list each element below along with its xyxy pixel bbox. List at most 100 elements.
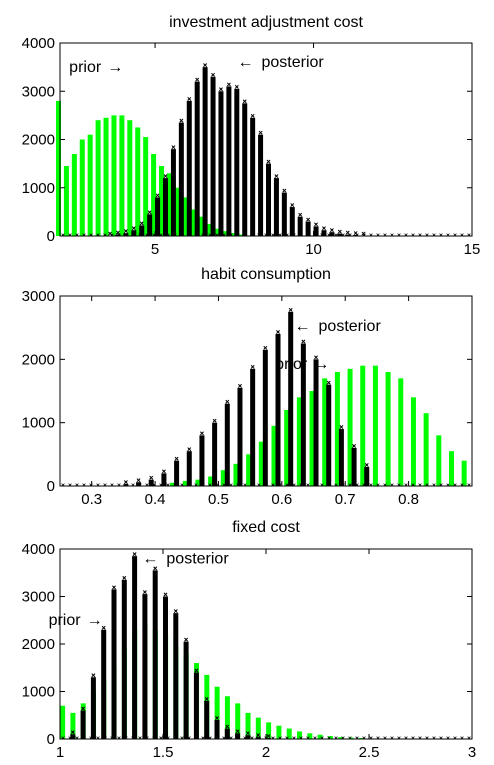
y-tick-label: 0	[47, 478, 55, 495]
y-tick-label: 1000	[22, 415, 55, 432]
posterior-marker	[352, 444, 357, 448]
annotation-arrow: →	[87, 612, 103, 629]
posterior-marker	[298, 212, 303, 217]
bar-posterior	[70, 734, 76, 739]
bar-prior	[233, 463, 239, 486]
bar-posterior	[121, 579, 127, 739]
posterior-marker	[161, 469, 166, 474]
bar-prior	[347, 368, 353, 486]
chart-title: investment adjustment cost	[169, 14, 363, 31]
posterior-marker	[142, 590, 147, 595]
bar-prior	[235, 703, 241, 739]
bar-posterior	[300, 343, 306, 486]
x-tick-label: 0.7	[335, 491, 356, 508]
annotation-label: posterior	[319, 318, 382, 335]
bar-posterior	[258, 134, 264, 236]
bar-prior	[461, 460, 467, 486]
bar-prior	[296, 397, 302, 486]
y-tick-label: 3000	[22, 83, 55, 100]
bar-prior	[348, 737, 354, 739]
bar-posterior	[115, 234, 121, 236]
bar-prior	[135, 127, 141, 236]
bar-prior	[190, 209, 196, 236]
bar-prior	[317, 734, 323, 739]
bar-prior	[214, 228, 220, 236]
bar-posterior	[329, 232, 335, 236]
bar-posterior	[275, 334, 281, 486]
bar-posterior	[183, 641, 189, 739]
posterior-marker	[101, 625, 106, 630]
bar-prior	[338, 737, 344, 739]
panel-habit-consumption: 0.3 0.4 0.5 0.6 0.7 0.8 0 1000 2000 3000 habit con…	[22, 266, 473, 508]
bar-prior	[166, 173, 172, 236]
bar-prior	[297, 731, 303, 739]
bar-posterior	[186, 451, 192, 486]
bar-prior	[448, 451, 454, 486]
bar-posterior	[235, 733, 241, 739]
x-tick-label: 0.6	[271, 491, 292, 508]
bar-posterior	[364, 467, 370, 486]
bar-prior	[266, 722, 272, 739]
bar-prior	[151, 153, 157, 236]
posterior-marker	[235, 729, 240, 734]
bar-posterior	[202, 67, 208, 236]
posterior-marker	[326, 380, 331, 385]
x-tick-label: 0.4	[145, 491, 166, 508]
posterior-marker	[70, 730, 75, 735]
bar-prior	[182, 197, 188, 236]
bar-posterior	[262, 349, 268, 486]
bar-prior	[127, 120, 133, 236]
bar-posterior	[313, 226, 319, 236]
bar-posterior	[193, 672, 199, 739]
posterior-marker	[211, 72, 215, 77]
posterior-marker	[179, 118, 184, 123]
bar-prior	[198, 216, 204, 236]
bar-prior	[334, 372, 340, 486]
bar-prior	[398, 378, 404, 486]
annotation-arrow: ←	[295, 318, 311, 335]
posterior-marker	[364, 463, 369, 467]
posterior-marker	[153, 566, 158, 571]
bar-prior	[208, 476, 214, 486]
annotation-label: posterior	[166, 550, 229, 567]
posterior-marker	[242, 99, 247, 104]
posterior-marker	[282, 188, 287, 193]
posterior-marker	[122, 575, 127, 580]
posterior-marker	[136, 478, 141, 483]
posterior-marker	[353, 231, 358, 235]
posterior-marker	[322, 226, 326, 231]
y-tick-label: 2000	[22, 132, 55, 149]
bar-prior	[258, 441, 264, 486]
annotation-arrow: →	[313, 356, 329, 373]
bar-prior	[71, 153, 77, 236]
bar-prior	[307, 733, 313, 739]
y-tick-label: 2000	[22, 636, 55, 653]
bar-prior	[255, 717, 261, 739]
posterior-marker	[290, 203, 295, 208]
bar-posterior	[161, 473, 167, 486]
panel-fixed-cost: 1 1.5 2 2.5 3 0 1000 2000 3000 4000 fixed cost ← pos…	[22, 519, 477, 761]
posterior-marker	[139, 221, 144, 226]
bar-posterior	[288, 311, 294, 486]
bar-prior	[143, 137, 149, 236]
posterior-marker	[184, 637, 189, 642]
x-tick-label: 2.5	[359, 744, 380, 761]
annotation-label: prior	[69, 59, 102, 76]
bar-posterior	[214, 720, 220, 739]
posterior-marker	[329, 228, 334, 233]
bar-posterior	[338, 429, 344, 486]
posterior-marker	[204, 697, 209, 701]
bar-posterior	[218, 91, 224, 236]
y-tick-label: 0	[47, 228, 55, 245]
posterior-marker	[256, 733, 261, 738]
bar-posterior	[326, 384, 332, 486]
posterior-marker	[173, 609, 178, 614]
bar-posterior	[281, 192, 287, 236]
bar-posterior	[266, 163, 271, 236]
y-tick-label: 0	[47, 731, 55, 748]
bar-prior	[309, 391, 315, 486]
annotation-label: prior	[49, 612, 82, 629]
bar-prior	[63, 166, 69, 236]
plot-area	[59, 548, 473, 740]
chart-title: fixed cost	[232, 519, 300, 536]
